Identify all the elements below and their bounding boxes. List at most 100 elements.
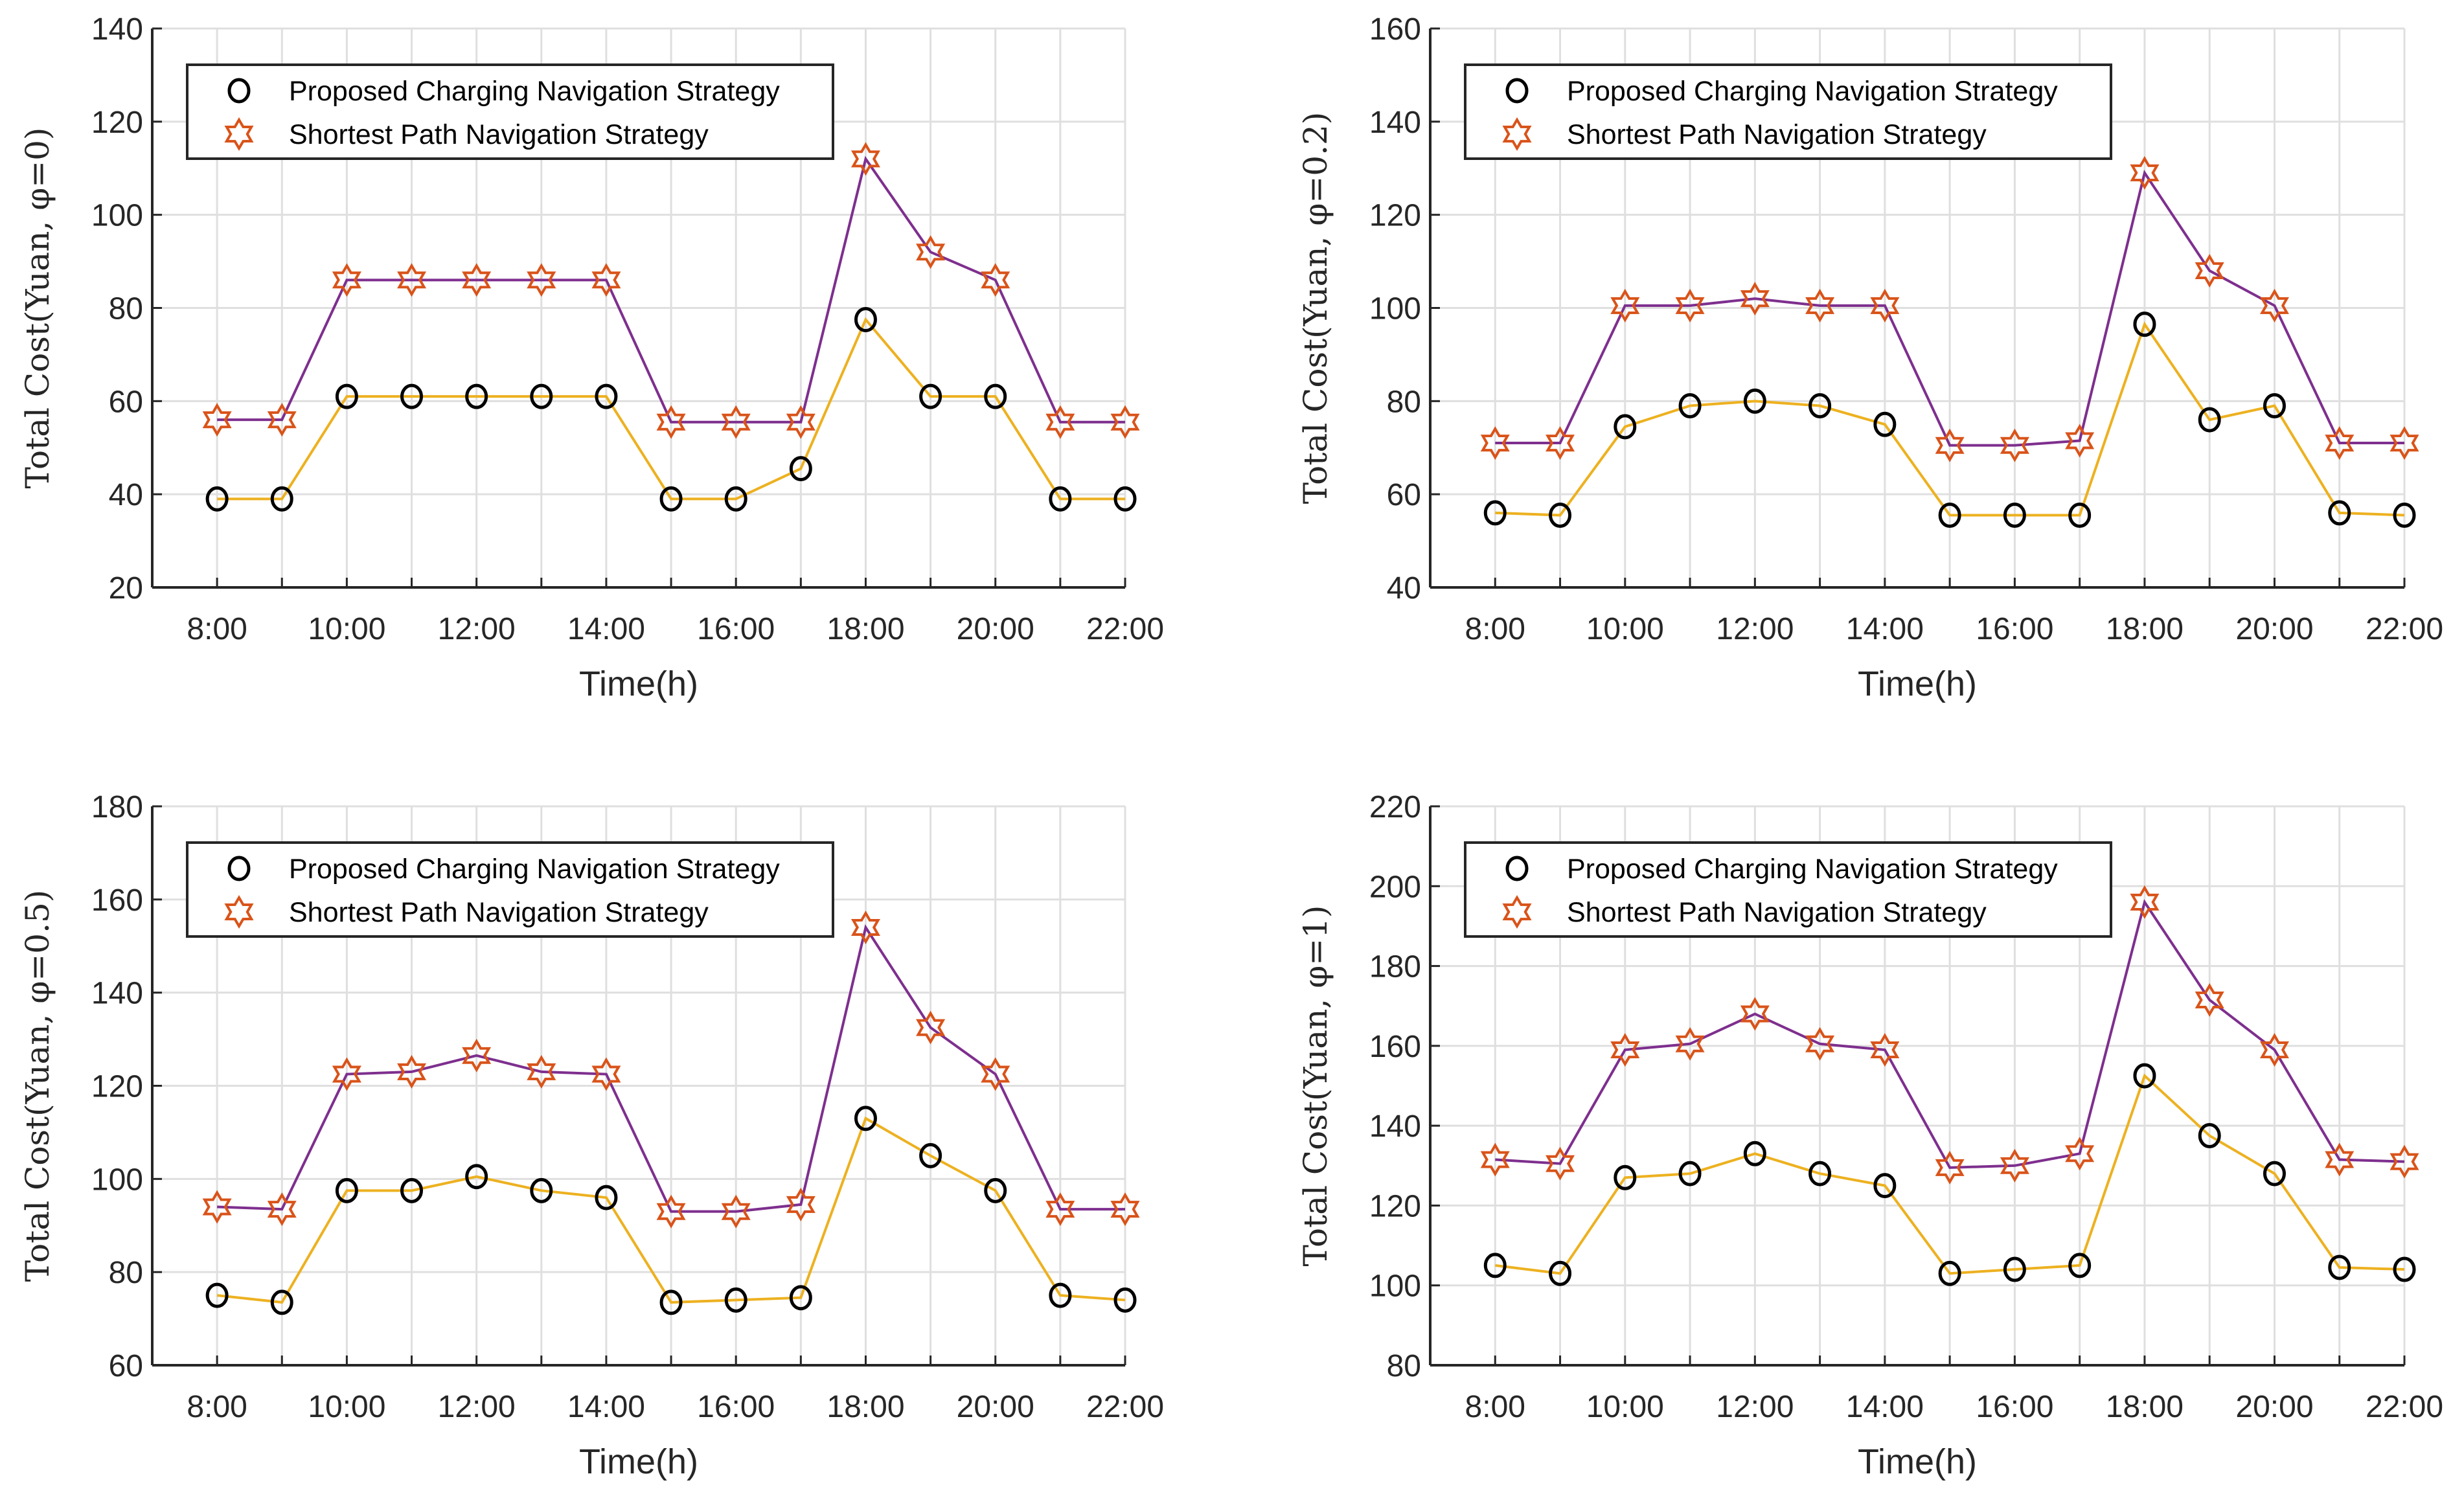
data-point-shortest — [332, 263, 361, 297]
data-point-shortest — [332, 1057, 361, 1091]
data-point-proposed — [1873, 411, 1897, 437]
data-point-shortest — [1045, 1192, 1075, 1227]
legend-star-icon — [224, 117, 254, 151]
data-point-shortest — [397, 263, 427, 297]
y-axis-label: Total Cost(Yuan, φ=0) — [19, 128, 56, 489]
y-tick-label: 100 — [91, 1163, 143, 1197]
data-point-shortest — [2130, 155, 2160, 190]
data-point-shortest — [1546, 1146, 1575, 1181]
data-point-proposed — [789, 456, 812, 482]
legend: Proposed Charging Navigation Strategy Sho… — [1464, 841, 2112, 938]
data-point-shortest — [2000, 1148, 2029, 1183]
data-point-shortest — [2259, 288, 2289, 323]
data-point-shortest — [1045, 405, 1075, 439]
legend: Proposed Charging Navigation Strategy Sho… — [186, 63, 834, 160]
x-tick-label: 8:00 — [1465, 612, 1525, 646]
data-point-proposed — [854, 1106, 877, 1131]
data-point-proposed — [659, 486, 683, 512]
data-point-proposed — [335, 383, 358, 409]
data-point-proposed — [659, 1289, 683, 1315]
data-point-proposed — [2393, 503, 2416, 528]
data-point-shortest — [916, 235, 946, 269]
x-tick-label: 20:00 — [2235, 1390, 2313, 1424]
data-point-shortest — [1805, 1027, 1835, 1061]
data-point-shortest — [916, 1010, 946, 1045]
x-tick-label: 20:00 — [957, 612, 1034, 646]
data-point-shortest — [2130, 885, 2160, 919]
data-point-shortest — [267, 1192, 297, 1227]
data-point-proposed — [2328, 500, 2351, 526]
y-tick-label: 60 — [109, 1349, 143, 1383]
legend-label: Shortest Path Navigation Strategy — [289, 897, 709, 928]
data-point-proposed — [1938, 1260, 1961, 1286]
y-tick-label: 80 — [109, 1256, 143, 1290]
y-tick-label: 100 — [1369, 1269, 1421, 1304]
x-axis-label: Time(h) — [579, 1442, 698, 1481]
x-tick-label: 8:00 — [187, 1390, 247, 1424]
x-tick-label: 14:00 — [567, 612, 645, 646]
data-point-proposed — [1113, 1287, 1137, 1313]
series-line-proposed — [1495, 321, 2405, 517]
data-point-shortest — [850, 911, 880, 945]
series-line-proposed — [217, 317, 1125, 501]
data-point-proposed — [595, 383, 618, 409]
data-point-proposed — [1049, 1282, 1072, 1308]
data-point-proposed — [1938, 503, 1961, 528]
data-point-shortest — [1935, 428, 1965, 462]
y-tick-label: 140 — [91, 12, 143, 47]
data-point-shortest — [656, 405, 686, 439]
y-tick-label: 160 — [91, 883, 143, 918]
legend-label: Proposed Charging Navigation Strategy — [1567, 854, 2058, 885]
data-point-proposed — [2003, 1256, 2026, 1282]
data-point-shortest — [1740, 282, 1770, 316]
y-tick-label: 40 — [1387, 571, 1421, 606]
chart-2: 40 60 80 100 120 140 160 8:00 10:00 12:00 14:00 16:… — [1297, 12, 2443, 703]
data-point-shortest — [2259, 1032, 2289, 1067]
x-tick-label: 22:00 — [2366, 612, 2443, 646]
data-point-proposed — [1113, 486, 1137, 512]
data-point-proposed — [2068, 503, 2092, 528]
x-tick-label: 22:00 — [1086, 1390, 1164, 1424]
series-line-proposed — [216, 1116, 1126, 1304]
y-tick-label: 180 — [91, 790, 143, 824]
x-tick-label: 8:00 — [1465, 1390, 1525, 1424]
data-point-proposed — [1549, 503, 1572, 528]
series-line-shortest — [217, 155, 1125, 424]
legend-star-icon — [1502, 895, 1532, 929]
x-tick-label: 22:00 — [2366, 1390, 2443, 1424]
legend-box — [1464, 63, 2112, 160]
legend: Proposed Charging Navigation Strategy Sho… — [1464, 63, 2112, 160]
x-tick-label: 12:00 — [438, 612, 516, 646]
x-tick-label: 18:00 — [2106, 612, 2184, 646]
series-line-shortest — [217, 924, 1125, 1213]
data-point-shortest — [786, 1187, 816, 1221]
y-axis-label: Total Cost(Yuan, φ=1) — [1297, 905, 1334, 1267]
legend-label: Proposed Charging Navigation Strategy — [289, 854, 780, 885]
data-point-shortest — [1110, 405, 1140, 439]
data-point-proposed — [1808, 393, 1832, 419]
y-tick-label: 120 — [1369, 1189, 1421, 1223]
data-point-proposed — [400, 1177, 424, 1203]
data-point-shortest — [1935, 1150, 1965, 1185]
data-point-proposed — [1614, 414, 1637, 440]
legend-circle-icon — [1505, 78, 1529, 104]
y-tick-label: 20 — [109, 571, 143, 606]
data-point-proposed — [595, 1185, 618, 1210]
x-axis-label: Time(h) — [1858, 664, 1977, 703]
data-point-proposed — [2133, 312, 2156, 337]
data-point-shortest — [1480, 426, 1510, 460]
data-point-shortest — [591, 263, 621, 297]
legend-label: Proposed Charging Navigation Strategy — [289, 76, 780, 107]
data-point-shortest — [656, 1194, 686, 1229]
legend-label: Shortest Path Navigation Strategy — [289, 119, 709, 150]
data-point-shortest — [1870, 1032, 1900, 1067]
data-point-proposed — [854, 306, 877, 332]
data-point-shortest — [462, 1038, 492, 1072]
y-tick-label: 120 — [91, 1070, 143, 1104]
data-point-shortest — [1110, 1192, 1140, 1227]
data-point-proposed — [205, 1282, 229, 1308]
chart-3: 60 80 100 120 140 160 180 8:00 10:00 12:00 14:00 16… — [19, 790, 1164, 1481]
data-point-proposed — [2003, 503, 2026, 528]
data-point-shortest — [1610, 288, 1640, 323]
data-point-proposed — [1483, 500, 1507, 526]
